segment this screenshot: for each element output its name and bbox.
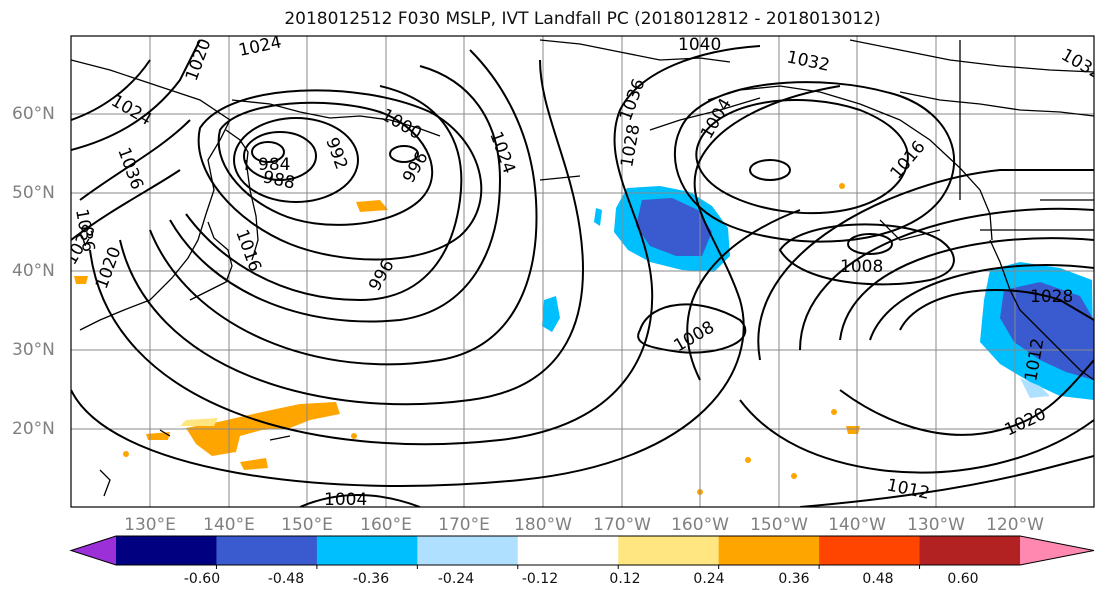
lon-label: 140°W <box>828 515 886 535</box>
colorbar-tick-label: -0.48 <box>267 571 305 587</box>
orange-anomaly-small-4 <box>846 426 860 434</box>
colorbar-extend-min <box>71 536 116 565</box>
lon-label: 140°E <box>203 515 255 535</box>
contour-label: 984 <box>258 155 290 175</box>
contour-label: 1004 <box>324 490 367 510</box>
orange-anomaly-small-3 <box>356 200 388 212</box>
colorbar-segment <box>919 536 1021 565</box>
blue-anomaly-westcoast-light <box>1020 378 1050 398</box>
colorbar-tick-label: 0.24 <box>693 571 725 587</box>
orange-anomaly-small-5 <box>74 276 88 284</box>
colorbar-segment <box>216 536 318 565</box>
orange-anomaly-west-pacific-edge <box>180 418 218 426</box>
colorbar-tick-label: -0.24 <box>437 571 475 587</box>
colorbar-tick-label: 0.12 <box>609 571 641 587</box>
colorbar-segment <box>618 536 720 565</box>
isobars <box>71 39 1094 507</box>
blue-anomaly-dot <box>594 208 602 226</box>
colorbar-segment <box>116 536 217 565</box>
colorbar-tick-label: -0.12 <box>521 571 559 587</box>
lon-label: 170°W <box>593 515 651 535</box>
lon-label: 170°E <box>438 515 490 535</box>
lat-label: 20°N <box>12 419 55 439</box>
colorbar-segment <box>316 536 418 565</box>
colorbar-segment <box>718 536 820 565</box>
lat-label: 60°N <box>12 104 55 124</box>
orange-anomaly-small-2 <box>240 458 268 470</box>
lon-label: 130°E <box>124 515 176 535</box>
map-title: 2018012512 F030 MSLP, IVT Landfall PC (2… <box>284 9 881 29</box>
lon-label: 160°W <box>671 515 729 535</box>
contour-label: 1040 <box>678 35 721 55</box>
colorbar-segment <box>819 536 921 565</box>
lat-label: 50°N <box>12 183 55 203</box>
lon-label: 150°W <box>750 515 808 535</box>
blue-anomaly-small <box>542 296 560 332</box>
colorbar-extend-max <box>1020 536 1094 565</box>
colorbar-segment <box>417 536 519 565</box>
coastlines <box>71 39 1094 497</box>
colorbar-outline <box>69 535 1095 566</box>
lon-label: 150°E <box>281 515 333 535</box>
blue-anomaly-central-core <box>636 198 712 256</box>
orange-anomaly-small-1 <box>146 432 170 440</box>
contour-label: 1008 <box>840 257 883 277</box>
colorbar <box>69 535 1095 569</box>
lon-label: 180°W <box>514 515 572 535</box>
contour-label: 1028 <box>1030 287 1073 307</box>
colorbar-segment <box>517 536 619 565</box>
colorbar-tick-label: 0.48 <box>862 571 894 587</box>
lon-label: 120°W <box>986 515 1044 535</box>
colorbar-tick-label: 0.36 <box>778 571 810 587</box>
lon-label: 130°W <box>907 515 965 535</box>
map-frame <box>70 35 1095 508</box>
colorbar-tick-label: -0.36 <box>352 571 390 587</box>
lon-label: 160°E <box>360 515 412 535</box>
colorbar-tick-label: 0.60 <box>947 571 979 587</box>
colorbar-tick-label: -0.60 <box>183 571 221 587</box>
lat-label: 30°N <box>12 340 55 360</box>
lat-label: 40°N <box>12 261 55 281</box>
